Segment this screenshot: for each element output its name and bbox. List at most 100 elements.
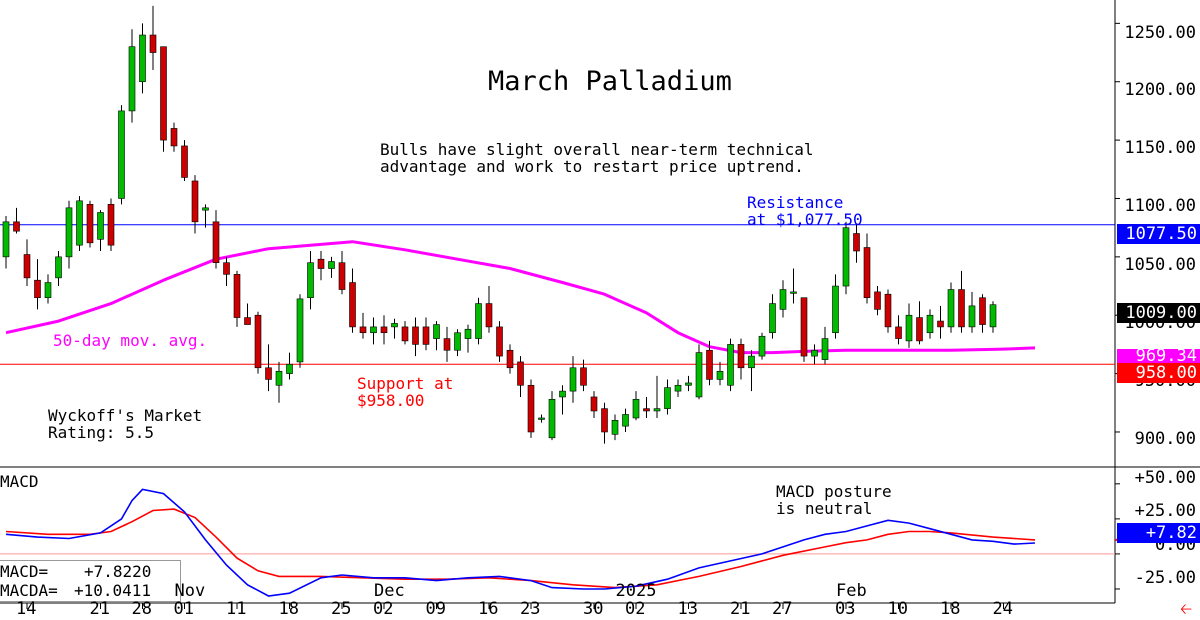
macd-readout: MACD= +7.8220 MACDA= +10.0411	[0, 560, 181, 602]
x-tick-label: 10	[887, 599, 908, 619]
candle	[643, 396, 650, 418]
candle	[328, 256, 335, 278]
candle	[811, 344, 818, 365]
candle	[454, 329, 461, 357]
scroll-left-arrow-icon[interactable]: 🡠	[1180, 600, 1193, 618]
candle-body	[2, 221, 10, 258]
candle-body	[202, 207, 209, 211]
x-tick-label: 27	[772, 599, 793, 619]
x-tick-label: 14	[16, 599, 37, 619]
candle-body	[727, 344, 734, 386]
candle	[685, 375, 692, 392]
candle	[2, 215, 10, 269]
macd-y-tick-label: +50.00	[1134, 468, 1196, 488]
candle	[139, 23, 146, 94]
candle-body	[748, 355, 755, 369]
candle	[506, 344, 514, 374]
candle	[821, 326, 829, 365]
y-tick-label: 1150.00	[1124, 138, 1196, 158]
candle	[202, 204, 209, 228]
last-price-tag: 1009.00	[1117, 303, 1200, 323]
candle	[254, 311, 262, 374]
candle-body	[685, 382, 692, 386]
candle-body	[590, 396, 598, 412]
candle	[664, 379, 671, 415]
candle	[317, 251, 325, 281]
candle-body	[811, 349, 818, 357]
candle	[832, 274, 839, 339]
candle	[401, 321, 409, 345]
ma-label: 50-day mov. avg.	[53, 331, 208, 350]
candle-body	[989, 304, 997, 328]
x-tick-label: 02	[373, 599, 394, 619]
candle-body	[790, 291, 797, 294]
moving-average-line	[5, 240, 1036, 355]
candle-body	[128, 46, 136, 112]
x-tick-label: 13	[677, 599, 698, 619]
candle	[622, 408, 629, 432]
candle-body	[286, 363, 293, 374]
y-tick-label: 1100.00	[1124, 196, 1196, 216]
candle	[842, 221, 850, 295]
x-tick-label: 25	[331, 599, 352, 619]
x-tick-label: 21	[89, 599, 110, 619]
candle	[905, 303, 913, 348]
candle	[170, 122, 178, 152]
candle	[706, 340, 713, 386]
candle	[97, 210, 104, 252]
candle-body	[328, 261, 335, 269]
candle	[580, 359, 587, 392]
candle	[527, 379, 535, 438]
candle	[601, 402, 608, 444]
candle	[265, 344, 272, 392]
candle-body	[506, 349, 514, 369]
candle-body	[34, 279, 41, 299]
candle-body	[391, 323, 398, 328]
y-tick-label: 1050.00	[1124, 255, 1196, 275]
candle	[65, 200, 73, 269]
candle-body	[433, 324, 440, 339]
candle	[233, 270, 241, 327]
candle	[13, 207, 20, 234]
candle	[769, 294, 776, 339]
candle-body	[496, 326, 503, 357]
candle	[895, 315, 902, 345]
candle	[937, 305, 944, 339]
candle-body	[769, 303, 776, 334]
y-tick-label: 1200.00	[1124, 80, 1196, 100]
candle-body	[622, 414, 629, 427]
candle-body	[191, 180, 199, 223]
x-month-label: Feb	[836, 581, 867, 601]
candle-body	[170, 128, 178, 147]
candle	[800, 297, 808, 362]
x-tick-label: 30	[583, 599, 604, 619]
candle	[779, 280, 787, 318]
candle-body	[485, 303, 493, 328]
candle	[916, 301, 923, 345]
candle-body	[559, 390, 566, 398]
candle-body	[317, 258, 325, 269]
resistance-price-tag: 1077.50	[1117, 224, 1200, 244]
candle-body	[632, 398, 640, 419]
candle	[44, 274, 52, 304]
candle-body	[454, 332, 461, 351]
candle	[496, 321, 503, 362]
candle-body	[307, 262, 314, 299]
candle-body	[13, 221, 20, 232]
support-price-tag: 958.00	[1117, 363, 1200, 383]
x-tick-label: 16	[478, 599, 499, 619]
candle-body	[601, 408, 608, 433]
candle	[475, 297, 482, 345]
candle	[128, 29, 136, 123]
candle	[968, 291, 976, 333]
candle	[296, 294, 304, 368]
candle	[748, 350, 755, 392]
candle	[23, 239, 31, 287]
macd-readout-value: +7.8220	[84, 562, 152, 581]
candle	[958, 270, 965, 333]
candle-body	[926, 314, 934, 334]
x-tick-label: 02	[625, 599, 646, 619]
candle-body	[244, 317, 251, 325]
candle	[107, 198, 115, 252]
